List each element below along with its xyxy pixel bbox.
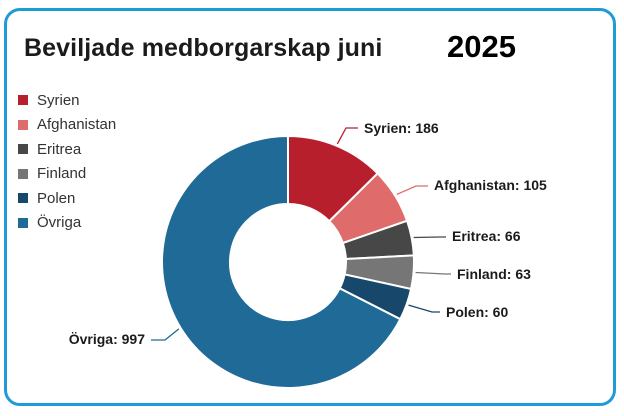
- legend-item-polen: Polen: [18, 186, 116, 211]
- legend-swatch: [18, 144, 28, 155]
- legend-label: Finland: [37, 165, 87, 183]
- leader-line: [151, 328, 180, 341]
- data-label: Syrien: 186: [364, 120, 439, 136]
- data-label: Afghanistan: 105: [434, 177, 547, 193]
- legend-item-ovriga: Övriga: [18, 211, 116, 236]
- legend: Syrien Afghanistan Eritrea Finland Polen…: [18, 88, 116, 235]
- leader-line: [408, 304, 440, 313]
- leader-line: [396, 185, 428, 196]
- data-label: Polen: 60: [446, 304, 508, 320]
- legend-swatch: [18, 168, 28, 179]
- legend-label: Afghanistan: [37, 116, 117, 134]
- legend-swatch: [18, 193, 28, 204]
- legend-item-syrien: Syrien: [18, 88, 116, 113]
- legend-item-eritrea: Eritrea: [18, 137, 116, 162]
- data-label: Eritrea: 66: [452, 228, 521, 244]
- legend-label: Polen: [37, 189, 76, 207]
- chart-title: Beviljade medborgarskap juni: [24, 34, 383, 62]
- legend-item-finland: Finland: [18, 162, 116, 187]
- legend-label: Syrien: [37, 91, 80, 109]
- leader-line: [336, 127, 358, 145]
- data-label: Finland: 63: [457, 266, 531, 282]
- legend-swatch: [18, 217, 28, 228]
- legend-swatch: [18, 119, 28, 130]
- leader-line: [415, 271, 451, 275]
- chart-year: 2025: [447, 29, 516, 64]
- legend-swatch: [18, 95, 28, 106]
- donut-slice-övriga: [161, 134, 402, 389]
- label-leader-lines: [151, 127, 451, 341]
- legend-item-afghanistan: Afghanistan: [18, 113, 116, 138]
- donut-slices: [161, 134, 415, 389]
- data-labels: Syrien: 186 Afghanistan: 105 Eritrea: 66 Fi…: [69, 120, 547, 347]
- leader-line: [413, 236, 446, 239]
- data-label: Övriga: 997: [69, 331, 145, 347]
- legend-label: Övriga: [37, 214, 82, 232]
- legend-label: Eritrea: [37, 140, 82, 158]
